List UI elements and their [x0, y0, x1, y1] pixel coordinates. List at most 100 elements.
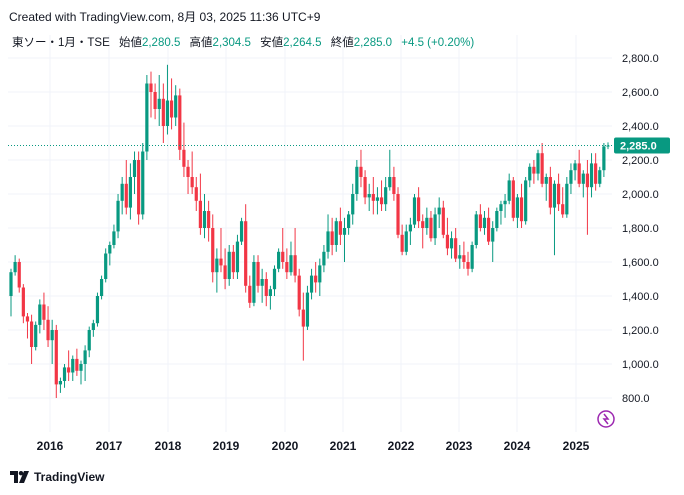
- candle-body: [334, 221, 338, 245]
- candle-body: [417, 197, 421, 222]
- candle-body: [581, 173, 585, 184]
- candle-body: [326, 231, 330, 252]
- y-tick-label: 2,200.0: [622, 155, 659, 167]
- candle-body: [466, 262, 470, 269]
- candle-body: [297, 275, 301, 310]
- candle-body: [330, 231, 334, 245]
- candle-body: [433, 214, 437, 239]
- change-value: +4.5 (+0.20%): [401, 37, 475, 49]
- y-tick-label: 2,000.0: [622, 189, 659, 201]
- candle-body: [239, 221, 244, 242]
- candle-body: [62, 367, 67, 381]
- candle-body: [548, 177, 552, 208]
- y-tick-label: 1,200.0: [622, 325, 659, 337]
- candle-body: [194, 187, 198, 201]
- candle-body: [124, 183, 128, 208]
- y-tick-label: 1,400.0: [622, 291, 659, 303]
- candle-body: [50, 330, 54, 341]
- last-price-tag: [614, 137, 670, 154]
- candle-body: [281, 251, 285, 262]
- candle-body: [272, 268, 277, 290]
- candle-body: [462, 255, 466, 262]
- x-tick-label: 2018: [155, 439, 182, 453]
- candle-body: [322, 251, 326, 266]
- candle-body: [536, 153, 540, 174]
- candle-body: [248, 285, 252, 303]
- candle-body: [104, 253, 108, 279]
- candle-body: [46, 319, 50, 341]
- high-value: 2,304.5: [212, 37, 251, 49]
- candle-body: [561, 204, 565, 215]
- candle-body: [207, 211, 211, 228]
- open-value: 2,280.5: [141, 37, 181, 49]
- candle-body: [602, 146, 606, 171]
- candle-body: [412, 197, 417, 225]
- candle-body: [227, 251, 231, 279]
- candle-body: [75, 358, 79, 371]
- candle-body: [478, 214, 482, 228]
- candle-body: [186, 166, 190, 177]
- candle-body: [17, 262, 21, 288]
- candle-body: [474, 214, 478, 245]
- candle-body: [375, 197, 380, 201]
- replay-icon[interactable]: [597, 410, 615, 428]
- candle-body: [519, 197, 524, 222]
- candle-body: [277, 251, 281, 269]
- candle-body: [99, 279, 104, 296]
- candle-body: [441, 207, 445, 235]
- candle-body: [314, 275, 318, 283]
- candle-body: [544, 177, 548, 184]
- candle-body: [503, 200, 507, 205]
- low-label: 安値: [260, 37, 284, 49]
- symbol-label[interactable]: 東ソー・1月・TSE: [12, 37, 110, 49]
- candle-body: [165, 100, 170, 126]
- y-tick-label: 800.0: [622, 393, 650, 405]
- low-value: 2,264.5: [283, 37, 322, 49]
- x-tick-label: 2019: [213, 439, 240, 453]
- candle-body: [211, 228, 215, 273]
- candle-body: [437, 207, 441, 215]
- candle-body: [573, 163, 577, 171]
- candle-body: [174, 95, 178, 118]
- candle-body: [388, 177, 392, 188]
- candle-body: [305, 292, 310, 327]
- candle-body: [149, 83, 153, 92]
- candle-body: [235, 241, 240, 273]
- y-tick-label: 2,600.0: [622, 87, 659, 99]
- candle-body: [487, 217, 491, 242]
- candle-body: [161, 98, 165, 126]
- candle-body: [108, 245, 112, 254]
- candle-body: [54, 330, 58, 385]
- candle-body: [145, 83, 149, 152]
- candle-body: [182, 149, 186, 167]
- candle-body: [202, 211, 207, 228]
- candle-body: [355, 166, 359, 194]
- created-with-text: Created with TradingView.com, 8月 03, 202…: [9, 10, 321, 24]
- candle-body: [421, 221, 425, 228]
- candle-body: [264, 279, 268, 296]
- candle-body: [396, 194, 400, 235]
- chart-panel[interactable]: 800.0 1,000.0 1,200.0 1,400.0 1,600.0 1,800.0…: [0, 30, 684, 464]
- y-tick-label: 1,600.0: [622, 257, 659, 269]
- candle-body: [285, 262, 289, 273]
- candle-body: [219, 258, 223, 266]
- candle-body: [524, 180, 528, 222]
- candle-body: [589, 163, 594, 188]
- candle-body: [495, 211, 499, 228]
- close-value: 2,285.0: [353, 37, 393, 49]
- chart-header: Created with TradingView.com, 8月 03, 202…: [0, 0, 684, 30]
- candle-body: [132, 160, 137, 177]
- candle-body: [157, 98, 161, 109]
- candle-body: [13, 262, 17, 273]
- candle-body: [87, 330, 91, 351]
- candle-body: [252, 262, 256, 303]
- candle-body: [371, 194, 375, 201]
- candle-body: [577, 163, 581, 184]
- x-tick-label: 2017: [96, 439, 123, 453]
- tradingview-logo[interactable]: TradingView: [10, 470, 104, 484]
- candle-body: [21, 287, 25, 317]
- y-tick-label: 1,000.0: [622, 359, 659, 371]
- close-label: 終値: [330, 37, 354, 49]
- candle-body: [507, 180, 511, 201]
- candle-body: [289, 255, 293, 273]
